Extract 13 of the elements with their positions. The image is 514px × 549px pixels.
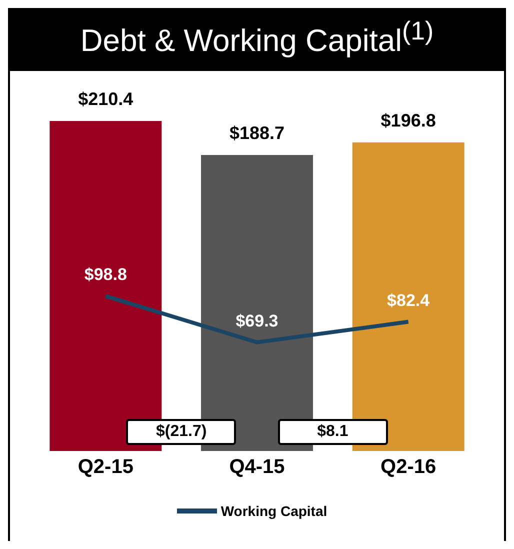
callout-box: $8.1 [278,419,388,446]
chart-title: Debt & Working Capital$^{(1)}$ [80,18,434,58]
x-tick-label: Q2-16 [380,456,436,479]
callout-box: $(21.7) [126,419,236,446]
legend-label: Working Capital [220,502,328,519]
data-label: $196.8 [380,110,436,131]
data-label: $69.3 [236,312,278,331]
data-label: $82.4 [387,291,430,310]
x-tick-label: Q2-15 [78,456,134,479]
x-tick-label: Q4-15 [229,456,285,479]
data-label: $210.4 [78,89,134,110]
data-label: $188.7 [229,123,285,144]
data-label: $98.8 [84,265,127,284]
